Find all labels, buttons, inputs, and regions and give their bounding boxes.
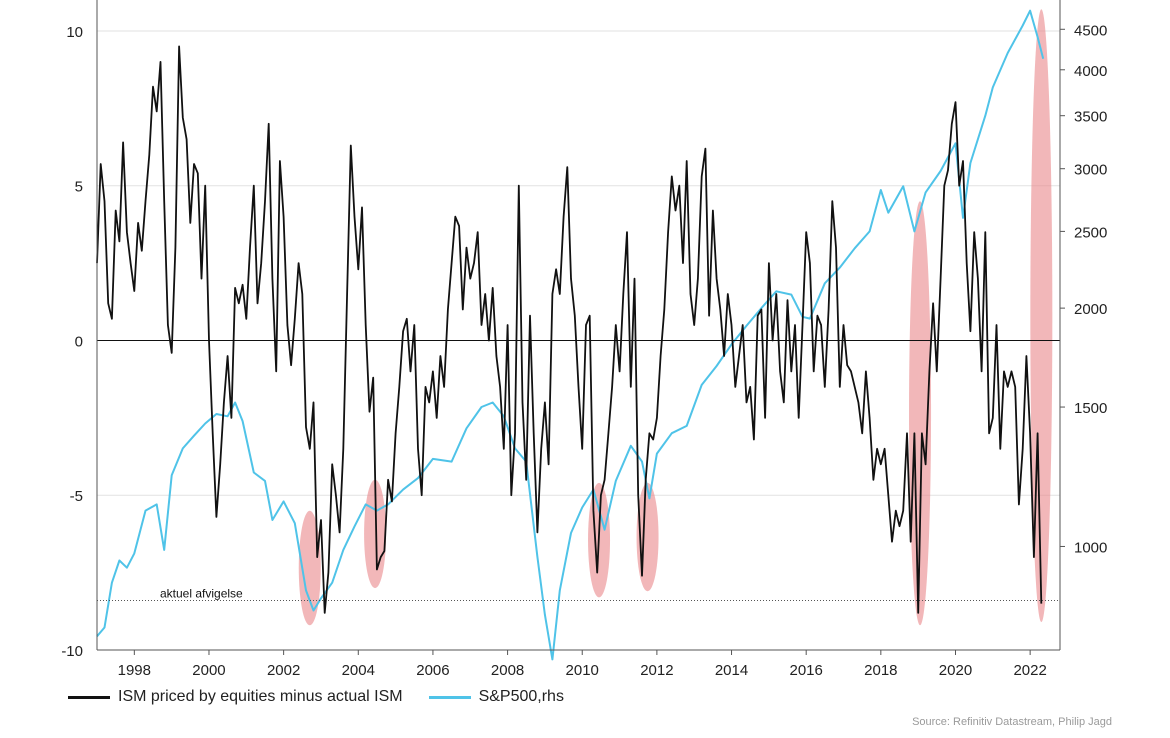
y-tick-label: 10 [66,24,83,41]
highlight-ellipse [909,201,932,626]
x-tick-label: 1998 [118,662,151,679]
y-right-tick-label: 2000 [1074,301,1107,318]
y-tick-label: 0 [75,333,83,350]
y-right-tick-label: 4000 [1074,63,1107,80]
legend-item-sp500: S&P500,rhs [428,688,564,706]
y-right-tick-label: 3500 [1074,109,1107,126]
legend-swatch-sp500 [428,695,471,699]
x-tick-label: 2012 [640,662,673,679]
x-tick-label: 2020 [939,662,972,679]
x-tick-label: 2000 [192,662,225,679]
series-line-sp500 [96,9,1045,661]
series [96,9,1060,661]
grid [97,30,1060,496]
x-tick-label: 2016 [789,662,822,679]
legend-item-ism: ISM priced by equities minus actual ISM [68,688,403,706]
legend-label-ism: ISM priced by equities minus actual ISM [118,688,403,705]
x-tick-label: 2018 [864,662,897,679]
x-tick-label: 2006 [416,662,449,679]
reference-line-label: aktuel afvigelse [160,586,243,600]
y-tick-label: -10 [61,643,83,660]
y-right-tick-label: 1500 [1074,400,1107,417]
series-line-ism [96,45,1043,614]
y-tick-label: 5 [75,179,83,196]
y-right-tick-label: 2500 [1074,224,1107,241]
y-right-tick-label: 4500 [1074,22,1107,39]
legend: ISM priced by equities minus actual ISM … [68,688,590,706]
x-tick-label: 2004 [342,662,375,679]
x-tick-label: 2002 [267,662,300,679]
y-right-tick-label: 3000 [1074,162,1107,179]
legend-label-sp500: S&P500,rhs [478,688,564,705]
x-tick-label: 2014 [715,662,748,679]
y-tick-label: -5 [70,488,83,505]
axes: 10 5 0 -5 -10 4500 4000 3500 3000 2500 2000 1500 100… [61,0,1107,679]
source-credit: Source: Refinitiv Datastream, Philip Jag… [912,716,1112,728]
x-tick-label: 2022 [1013,662,1046,679]
x-tick-label: 2008 [491,662,524,679]
legend-swatch-ism [68,695,110,699]
y-right-tick-label: 1000 [1074,539,1107,556]
highlight-ellipse [298,510,321,626]
x-tick-label: 2010 [566,662,599,679]
